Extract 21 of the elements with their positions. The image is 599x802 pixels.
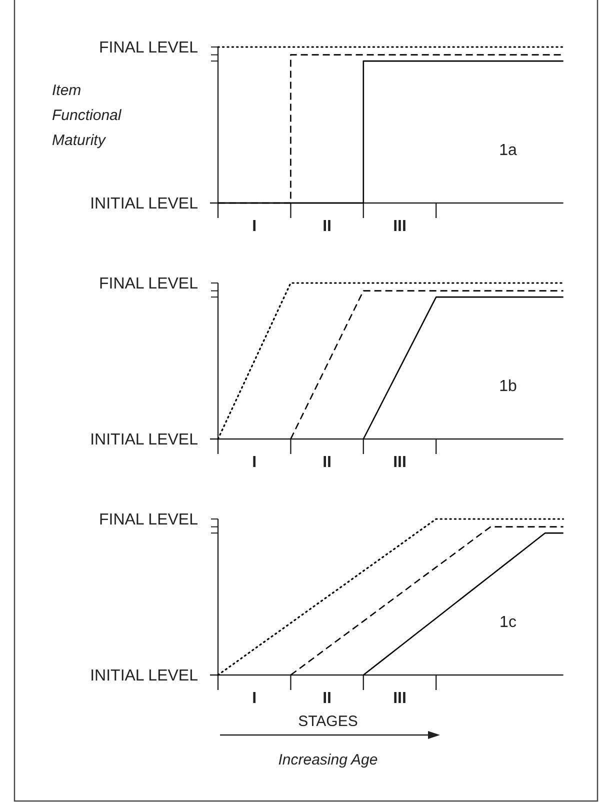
x-tick-label: I [252, 218, 257, 235]
text: FINAL LEVEL [98, 512, 198, 529]
text: FINAL LEVEL [98, 276, 198, 293]
x-tick-label: I [252, 690, 257, 707]
x-tick-label: II [322, 218, 332, 235]
text: FINAL LEVEL [98, 40, 198, 57]
text: INITIAL LEVEL [90, 196, 198, 213]
x-tick-label: III [393, 454, 406, 471]
x-tick-label: III [393, 690, 406, 707]
text: 1a [499, 142, 517, 159]
y-axis-title: Item Functional Maturity [52, 82, 122, 149]
text: Increasing Age [278, 751, 378, 768]
x-axis-title: STAGES [298, 713, 358, 730]
text: INITIAL LEVEL [90, 432, 198, 449]
x-tick-label: I [252, 454, 257, 471]
x-tick-label: III [393, 218, 406, 235]
text: 1c [500, 614, 516, 631]
x-tick-label: II [322, 454, 332, 471]
x-tick-label: II [322, 690, 332, 707]
text: INITIAL LEVEL [90, 668, 198, 685]
text: 1b [499, 378, 517, 395]
